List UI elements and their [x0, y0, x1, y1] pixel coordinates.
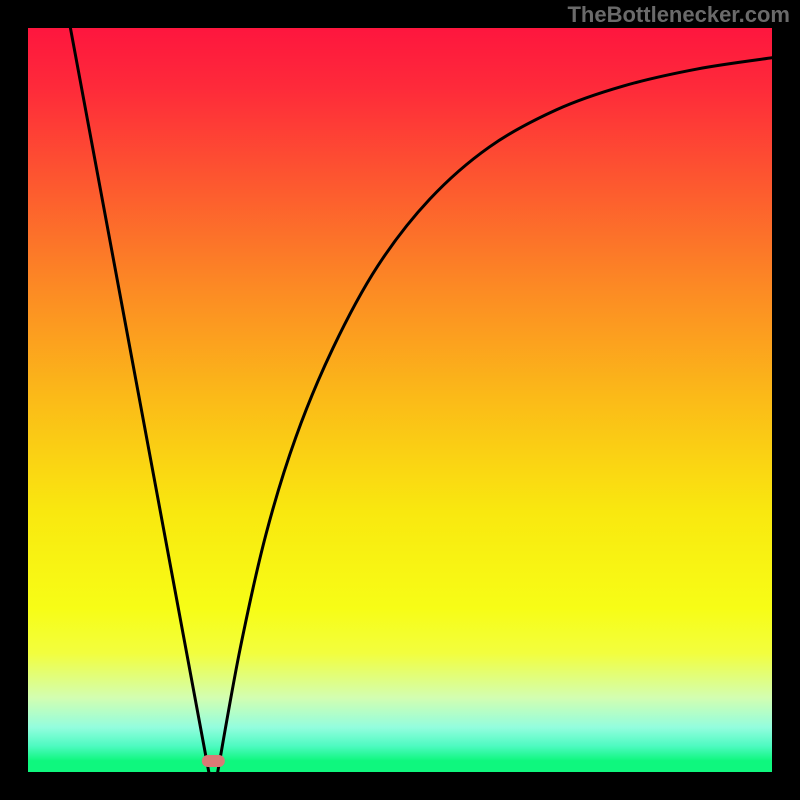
plot-area [28, 28, 772, 772]
gradient-background [28, 28, 772, 772]
minimum-marker [202, 755, 224, 767]
chart-container: TheBottlenecker.com [0, 0, 800, 800]
watermark-text: TheBottlenecker.com [567, 2, 790, 28]
